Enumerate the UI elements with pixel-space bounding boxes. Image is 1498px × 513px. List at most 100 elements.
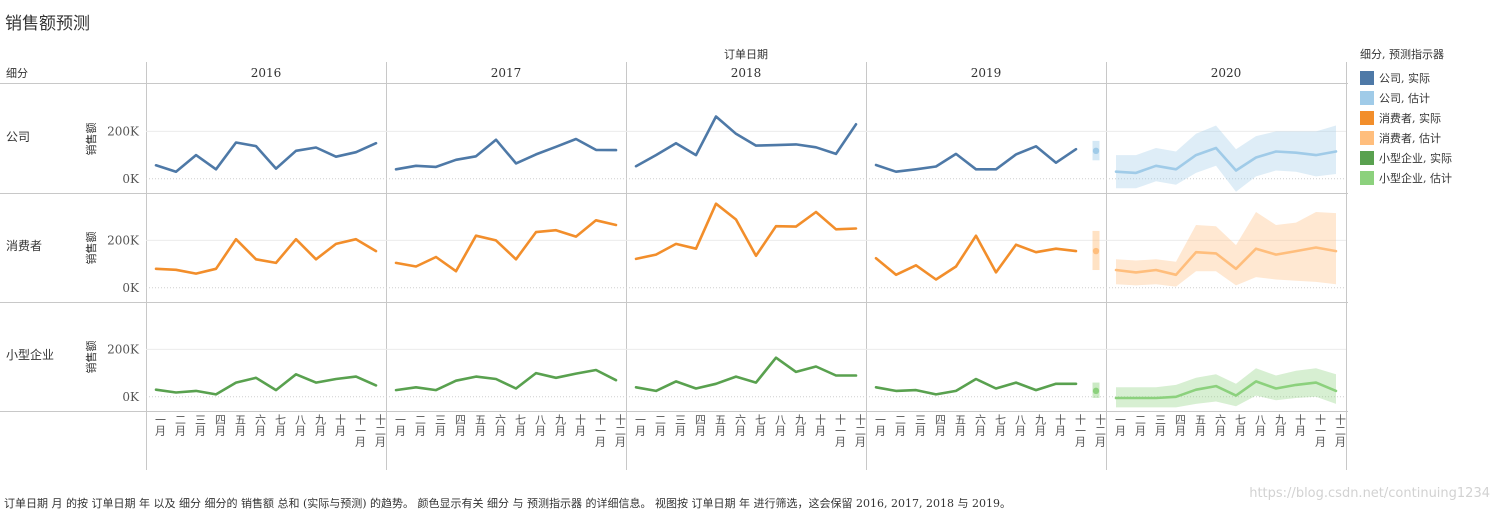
month-tick-label: 十一月: [594, 413, 607, 447]
month-tick-label: 八月: [1254, 414, 1267, 436]
actual-line-2-2018: [634, 356, 858, 393]
actual-line-0-2018: [634, 115, 858, 168]
month-tick-label: 三月: [914, 414, 927, 436]
watermark: https://blog.csdn.net/continuing1234: [1249, 486, 1490, 501]
page-title: 销售额预测: [5, 14, 90, 34]
month-tick-label: 四月: [454, 414, 467, 436]
forecast-line-2020: [1114, 380, 1338, 400]
month-tick-label: 十月: [1294, 413, 1307, 436]
month-tick-label: 五月: [234, 414, 247, 436]
month-tick-label: 六月: [974, 414, 987, 436]
month-tick-label: 五月: [1194, 414, 1207, 436]
month-tick-label: 一月: [394, 414, 407, 436]
legend-label: 小型企业, 实际: [1379, 152, 1452, 165]
legend-item[interactable]: 公司, 估计: [1360, 88, 1495, 108]
y-axis-label: 销售额: [84, 341, 98, 374]
legend-item[interactable]: 公司, 实际: [1360, 68, 1495, 88]
forecast-band-2020: [1116, 368, 1336, 408]
y-axis-label: 销售额: [84, 232, 98, 265]
month-tick-label: 五月: [474, 414, 487, 436]
y-tick-label: 200K: [107, 342, 140, 356]
year-header-2018: 2018: [731, 66, 762, 80]
actual-line-0-2019: [874, 145, 1078, 173]
legend-label: 消费者, 实际: [1379, 112, 1441, 125]
legend-label: 公司, 实际: [1379, 72, 1430, 85]
month-tick-label: 十月: [334, 413, 347, 436]
month-tick-label: 六月: [254, 414, 267, 436]
month-tick-label: 九月: [1274, 414, 1287, 436]
month-tick-label: 三月: [1154, 414, 1167, 436]
year-header-2016: 2016: [251, 66, 282, 80]
actual-line-1-2018: [634, 202, 858, 261]
y-tick-label: 0K: [122, 281, 140, 295]
month-tick-label: 十月: [574, 413, 587, 436]
month-tick-label: 七月: [274, 414, 287, 436]
month-tick-label: 八月: [774, 414, 787, 436]
month-tick-label: 七月: [514, 414, 527, 436]
month-tick-label: 二月: [174, 414, 187, 436]
row-header-title: 细分: [6, 67, 28, 80]
actual-line-2-2017: [394, 368, 618, 392]
legend-title: 细分, 预测指示器: [1360, 48, 1444, 61]
actual-line-1-2017: [394, 219, 618, 273]
month-tick-label: 一月: [874, 414, 887, 436]
month-tick-label: 二月: [654, 414, 667, 436]
month-tick-label: 十二月: [854, 413, 867, 447]
month-tick-label: 三月: [434, 414, 447, 436]
legend-item[interactable]: 消费者, 实际: [1360, 108, 1495, 128]
legend-label: 小型企业, 估计: [1379, 172, 1452, 185]
month-tick-label: 三月: [194, 414, 207, 436]
month-tick-label: 十一月: [354, 413, 367, 447]
y-tick-label: 0K: [122, 390, 140, 404]
estimate-dot-2019-dec: [1092, 247, 1100, 255]
month-tick-label: 十月: [1054, 413, 1067, 436]
forecast-band-2020: [1116, 212, 1336, 287]
month-tick-label: 十一月: [1314, 413, 1327, 447]
month-tick-label: 十二月: [1334, 413, 1347, 447]
month-tick-label: 九月: [554, 414, 567, 436]
legend-swatch: [1360, 111, 1374, 125]
month-tick-label: 二月: [894, 414, 907, 436]
actual-line-1-2019: [874, 234, 1078, 281]
legend-label: 公司, 估计: [1379, 92, 1430, 105]
month-tick-label: 六月: [494, 414, 507, 436]
legend-swatch: [1360, 151, 1374, 165]
month-tick-label: 八月: [1014, 414, 1027, 436]
month-tick-label: 四月: [1174, 414, 1187, 436]
segment-label-2: 小型企业: [6, 347, 54, 362]
segment-label-0: 公司: [6, 130, 30, 144]
month-tick-label: 十二月: [1094, 413, 1107, 447]
legend-item[interactable]: 消费者, 估计: [1360, 128, 1495, 148]
legend: 细分, 预测指示器 公司, 实际 公司, 估计 消费者, 实际 消费者, 估计 小型企业…: [1360, 46, 1495, 188]
year-header-2017: 2017: [491, 66, 522, 80]
month-tick-label: 八月: [534, 414, 547, 436]
estimate-dot-2019-dec: [1092, 387, 1100, 395]
forecast-line-2020: [1114, 146, 1338, 175]
month-tick-label: 五月: [714, 414, 727, 436]
month-tick-label: 一月: [634, 414, 647, 436]
y-axis-label: 销售额: [84, 123, 98, 156]
month-tick-label: 十一月: [1074, 413, 1087, 447]
y-tick-label: 0K: [122, 172, 140, 186]
actual-line-0-2017: [394, 137, 618, 171]
month-tick-label: 八月: [294, 414, 307, 436]
month-tick-label: 三月: [674, 414, 687, 436]
month-tick-label: 七月: [754, 414, 767, 436]
actual-line-2-2019: [874, 377, 1078, 396]
legend-swatch: [1360, 131, 1374, 145]
legend-label: 消费者, 估计: [1379, 132, 1441, 145]
chart-caption: 订单日期 月 的按 订单日期 年 以及 细分 细分的 销售额 总和 (实际与预测…: [4, 497, 1011, 510]
estimate-dot-2019-dec: [1092, 147, 1100, 155]
legend-swatch: [1360, 71, 1374, 85]
month-tick-label: 一月: [154, 414, 167, 436]
year-header-2020: 2020: [1211, 66, 1242, 80]
month-tick-label: 四月: [214, 414, 227, 436]
month-tick-label: 二月: [414, 414, 427, 436]
legend-swatch: [1360, 171, 1374, 185]
legend-item[interactable]: 小型企业, 估计: [1360, 168, 1495, 188]
month-tick-label: 十月: [814, 413, 827, 436]
legend-item[interactable]: 小型企业, 实际: [1360, 148, 1495, 168]
month-tick-label: 四月: [934, 414, 947, 436]
forecast-line-2020: [1114, 246, 1338, 277]
